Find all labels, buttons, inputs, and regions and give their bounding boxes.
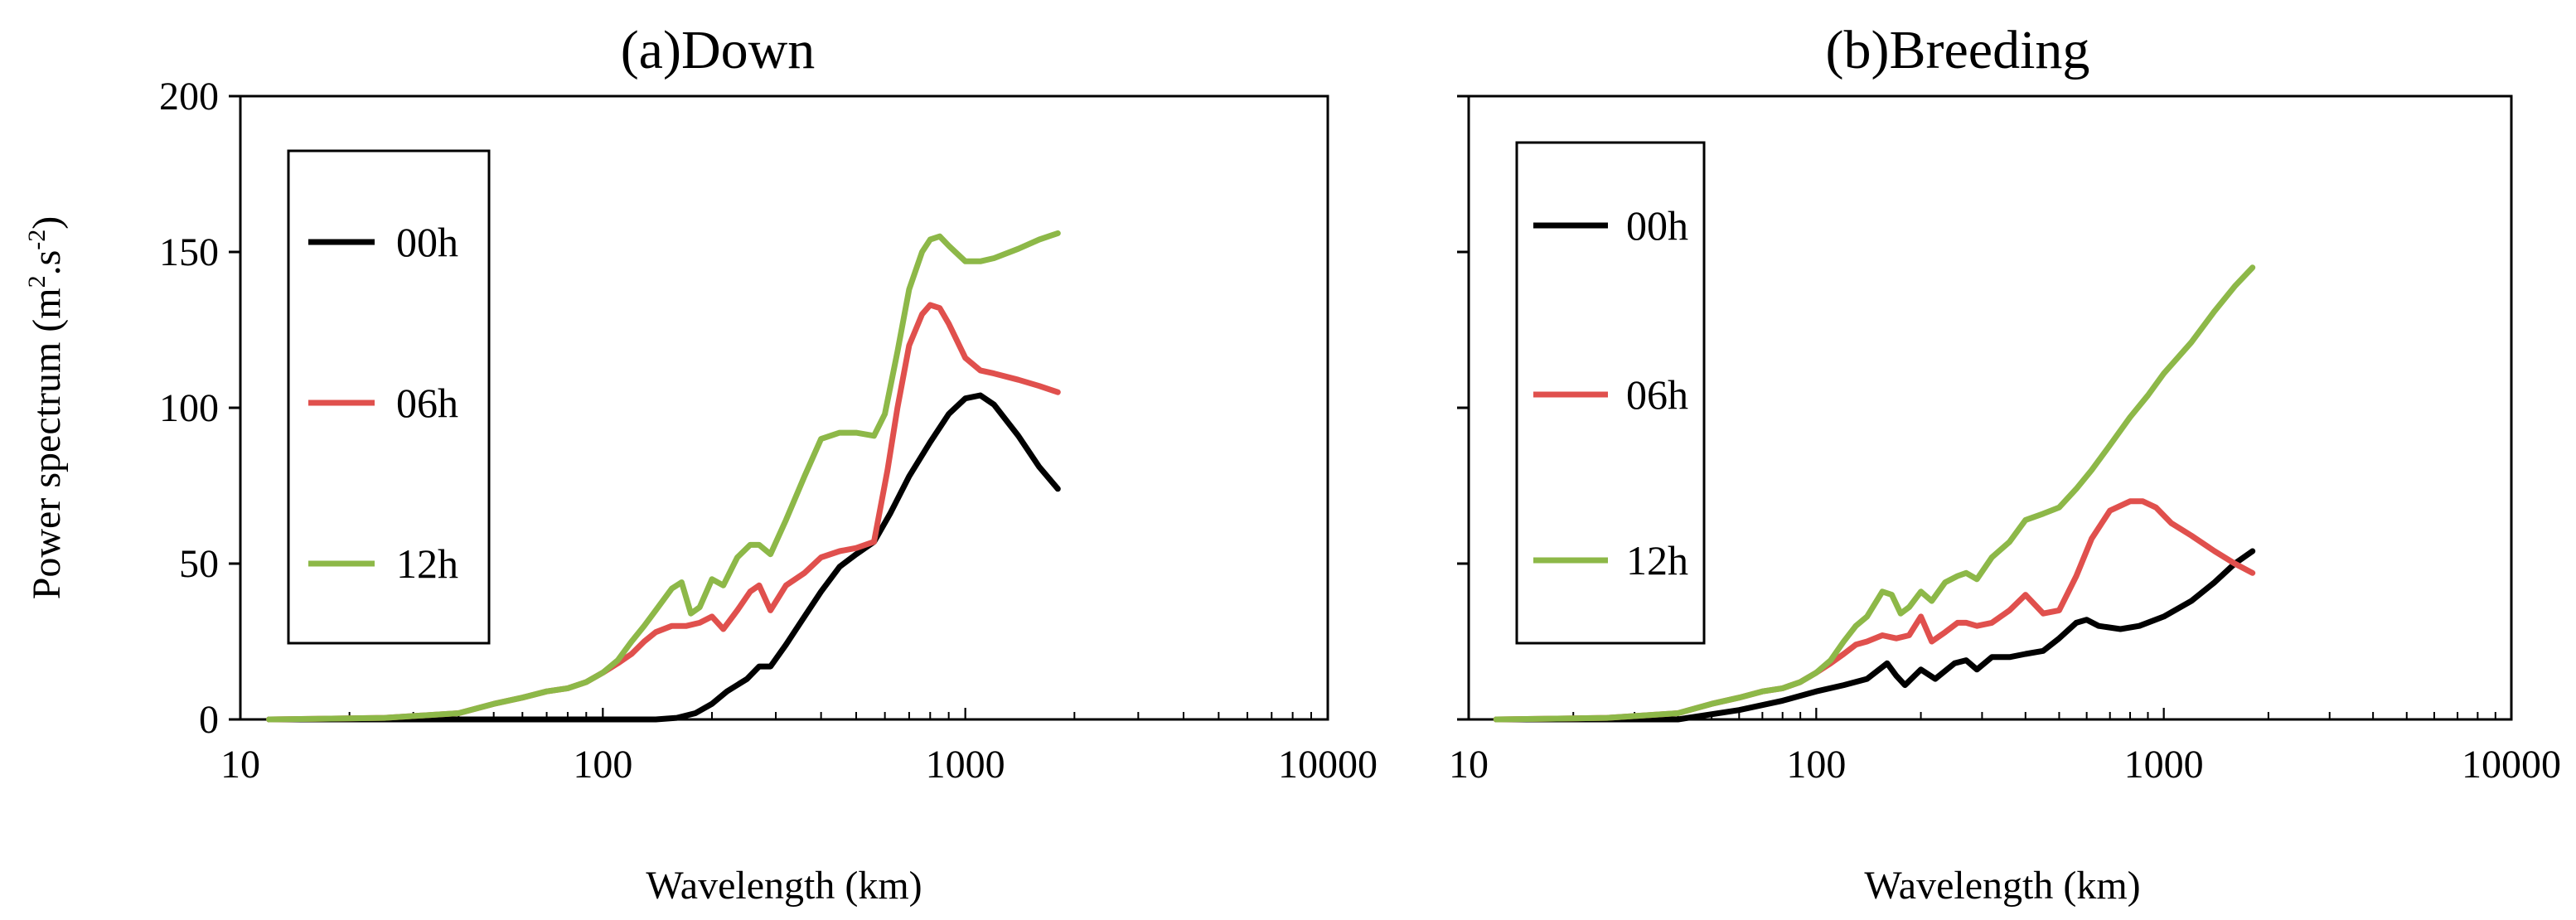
x-tick-label: 10: [220, 743, 260, 787]
series-line-00h: [266, 392, 1061, 723]
panel-b-x-axis-label: Wavelength (km): [1864, 864, 2140, 908]
series-line-12h: [266, 230, 1061, 723]
panel-a-title: (a)Down: [621, 20, 816, 80]
panel-a-down: (a)Down Wavelength (km) Power spectrum (…: [23, 20, 1378, 908]
legend-label-12h: 12h: [396, 540, 458, 587]
x-tick-label: 100: [1786, 743, 1846, 787]
legend-label-00h: 00h: [1626, 202, 1688, 249]
x-tick-label: 10000: [2462, 743, 2561, 787]
y-tick-label: 50: [179, 542, 219, 586]
panel-b-series: [1493, 264, 2256, 723]
legend-label-12h: 12h: [1626, 537, 1688, 583]
panel-b-breeding: (b)Breeding Wavelength (km) 10 100 1000 100…: [1449, 20, 2561, 908]
y-tick-label: 150: [159, 230, 219, 274]
panel-a-legend-box: [287, 149, 491, 645]
panel-a-series: [266, 230, 1061, 723]
legend-label-06h: 06h: [396, 380, 458, 426]
x-tick-label: 100: [573, 743, 632, 787]
y-tick-label: 200: [159, 75, 219, 119]
panel-a-x-axis-label: Wavelength (km): [646, 864, 922, 908]
y-tick-label: 100: [159, 386, 219, 430]
panel-b-axes: 10 100 1000 10000: [1449, 94, 2561, 787]
series-line-00h: [1493, 548, 2256, 723]
x-tick-label: 10: [1449, 743, 1489, 787]
panel-b-legend: 00h 06h 12h: [1515, 141, 1706, 645]
x-tick-label: 1000: [926, 743, 1005, 787]
y-tick-label: 0: [199, 698, 219, 742]
panel-a-axes: 10 100 1000 10000 0 50 100 150 200: [159, 75, 1378, 787]
panel-a-y-axis-label: Power spectrum (m2.s-2): [23, 216, 69, 600]
x-tick-label: 1000: [2124, 743, 2204, 787]
panel-b-title: (b)Breeding: [1826, 20, 2090, 80]
x-tick-label: 10000: [1278, 743, 1378, 787]
legend-label-00h: 00h: [396, 219, 458, 265]
series-line-12h: [1493, 264, 2256, 723]
panel-a-legend: 00h 06h 12h: [287, 149, 491, 645]
legend-label-06h: 06h: [1626, 371, 1688, 418]
